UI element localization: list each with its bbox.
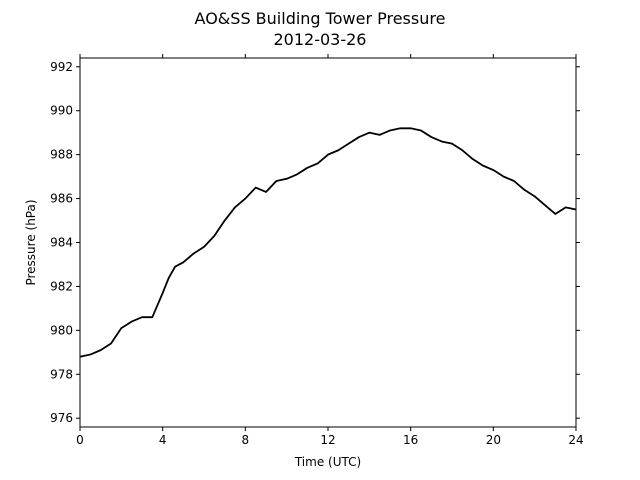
y-tick-label-8: 992	[50, 60, 73, 74]
y-tick-label-1: 978	[50, 367, 73, 381]
y-tick-label-4: 984	[50, 236, 73, 250]
y-axis-ticks: 976 978 980 982 984 986 988 990 992	[50, 60, 580, 425]
plot-frame	[79, 57, 577, 428]
series-layer	[79, 127, 577, 358]
x-tick-label-1: 4	[159, 433, 167, 447]
x-axis-ticks: 0 4 8 12 16 20 24	[76, 54, 584, 447]
chart-subtitle: 2012-03-26	[274, 30, 367, 49]
y-tick-label-5: 986	[50, 192, 73, 206]
y-tick-label-6: 988	[50, 148, 73, 162]
x-axis-label: Time (UTC)	[294, 455, 361, 469]
x-tick-label-4: 16	[403, 433, 418, 447]
y-tick-label-3: 982	[50, 279, 73, 293]
y-tick-label-0: 976	[50, 411, 73, 425]
chart-title: AO&SS Building Tower Pressure	[195, 9, 446, 28]
x-tick-label-2: 8	[242, 433, 250, 447]
y-tick-label-7: 990	[50, 104, 73, 118]
y-axis-label: Pressure (hPa)	[24, 199, 38, 285]
x-tick-label-6: 24	[568, 433, 583, 447]
series-line-0	[79, 127, 577, 358]
y-tick-label-2: 980	[50, 323, 73, 337]
plot-area	[80, 58, 576, 427]
x-tick-label-3: 12	[320, 433, 335, 447]
x-tick-label-0: 0	[76, 433, 84, 447]
x-tick-label-5: 20	[486, 433, 501, 447]
